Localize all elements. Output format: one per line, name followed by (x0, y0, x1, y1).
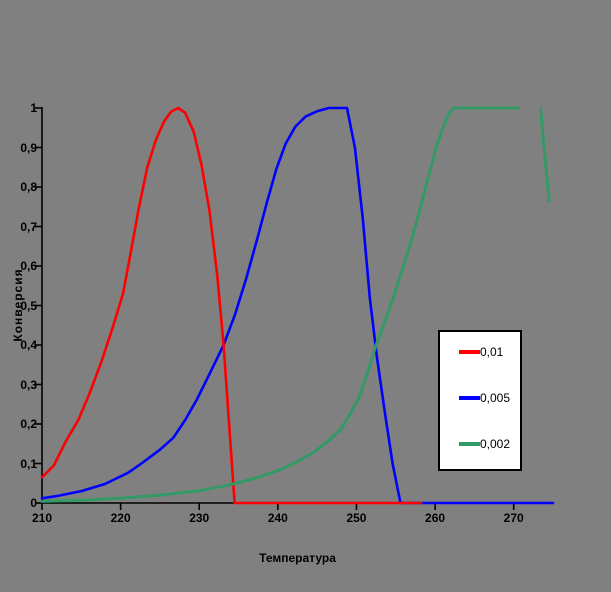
x-tick-label: 230 (189, 511, 210, 525)
legend: 0,01 0,005 0,002 (438, 330, 522, 471)
legend-label: 0,005 (480, 391, 511, 405)
legend-label: 0,002 (480, 437, 511, 451)
x-tick-label: 240 (267, 511, 288, 525)
y-tick-label: 0,3 (20, 377, 37, 392)
y-tick-label: 0,6 (20, 259, 37, 273)
y-tick-label: 0,2 (20, 417, 37, 431)
y-tick-label: 0,5 (20, 298, 37, 313)
curve-0,005 (40, 106, 555, 505)
x-axis-title: Температура (259, 551, 336, 565)
y-tick-label: 0,1 (20, 456, 37, 471)
legend-entry: 0,01 (440, 344, 520, 360)
y-tick-label: 0,4 (20, 338, 37, 352)
y-axis-title: Конверсия (11, 268, 25, 342)
curve-0,002 (40, 106, 520, 503)
y-tick-label: 0 (30, 496, 37, 510)
legend-entry: 0,005 (440, 390, 520, 406)
legend-line-sample-red (459, 350, 480, 354)
x-tick-label: 250 (346, 511, 367, 525)
legend-label: 0,01 (480, 345, 504, 359)
y-tick-label: 0,9 (20, 140, 37, 155)
curves (40, 106, 555, 505)
y-tick-label: 1 (30, 101, 37, 115)
x-tick-label: 220 (110, 511, 131, 525)
legend-line-sample-green (459, 442, 480, 446)
x-tick-label: 260 (425, 511, 446, 525)
y-tick-label: 0,8 (20, 180, 37, 194)
legend-line-sample-blue (459, 396, 480, 400)
y-tick-label: 0,7 (20, 219, 37, 234)
legend-entry: 0,002 (440, 436, 520, 452)
curve-0,01 (40, 106, 423, 505)
x-tick-label: 210 (31, 511, 53, 525)
x-tick-label: 270 (503, 511, 524, 525)
curve-0,002 (538, 106, 551, 203)
